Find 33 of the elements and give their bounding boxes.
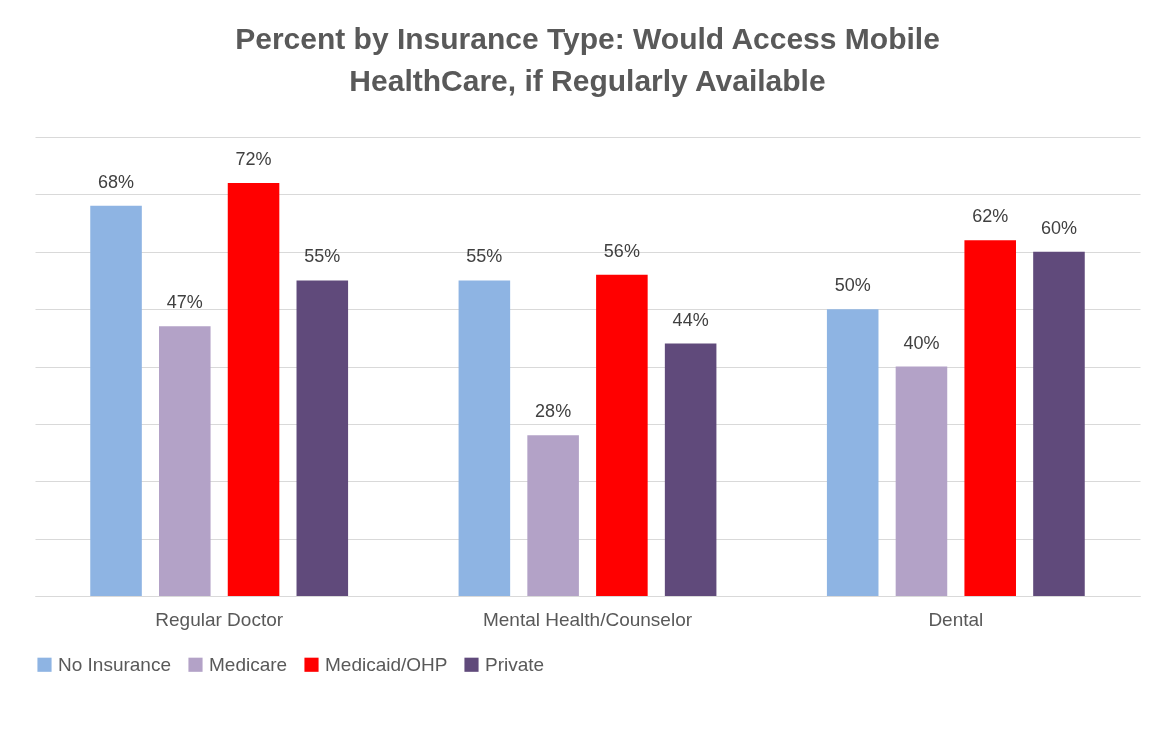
x-tick-label: Regular Doctor	[155, 608, 284, 630]
bar	[527, 435, 579, 596]
data-label: 50%	[834, 275, 871, 296]
bar	[596, 274, 648, 596]
data-label: 56%	[603, 240, 640, 261]
x-tick-label: Dental	[928, 608, 984, 630]
bar	[1033, 251, 1085, 596]
legend-label: Private	[485, 653, 545, 675]
data-label: 28%	[535, 401, 572, 422]
bar	[826, 309, 879, 596]
bar	[227, 182, 280, 596]
data-label: 62%	[972, 206, 1009, 227]
bar	[296, 280, 349, 596]
legend-label: Medicaid/OHP	[325, 653, 448, 675]
text: Percent by Insurance Type: Would Access Mobile	[235, 22, 940, 55]
text: HealthCare, if Regularly Available	[349, 64, 826, 97]
data-label: 47%	[166, 292, 203, 313]
x-tick-label: Mental Health/Counselor	[482, 608, 693, 630]
bar	[895, 366, 948, 596]
data-label: 44%	[672, 309, 709, 330]
data-label: 40%	[903, 332, 940, 353]
data-label: 60%	[1040, 217, 1077, 238]
data-label: 55%	[304, 246, 341, 267]
data-label: 55%	[466, 246, 503, 267]
legend-label: No Insurance	[58, 653, 172, 675]
bar	[90, 205, 142, 596]
data-label: 72%	[235, 148, 272, 169]
bar	[964, 240, 1016, 596]
data-label: 68%	[98, 171, 135, 192]
bar	[159, 326, 211, 596]
bar	[458, 280, 511, 596]
bar	[664, 343, 717, 596]
legend-label: Medicare	[209, 653, 288, 675]
